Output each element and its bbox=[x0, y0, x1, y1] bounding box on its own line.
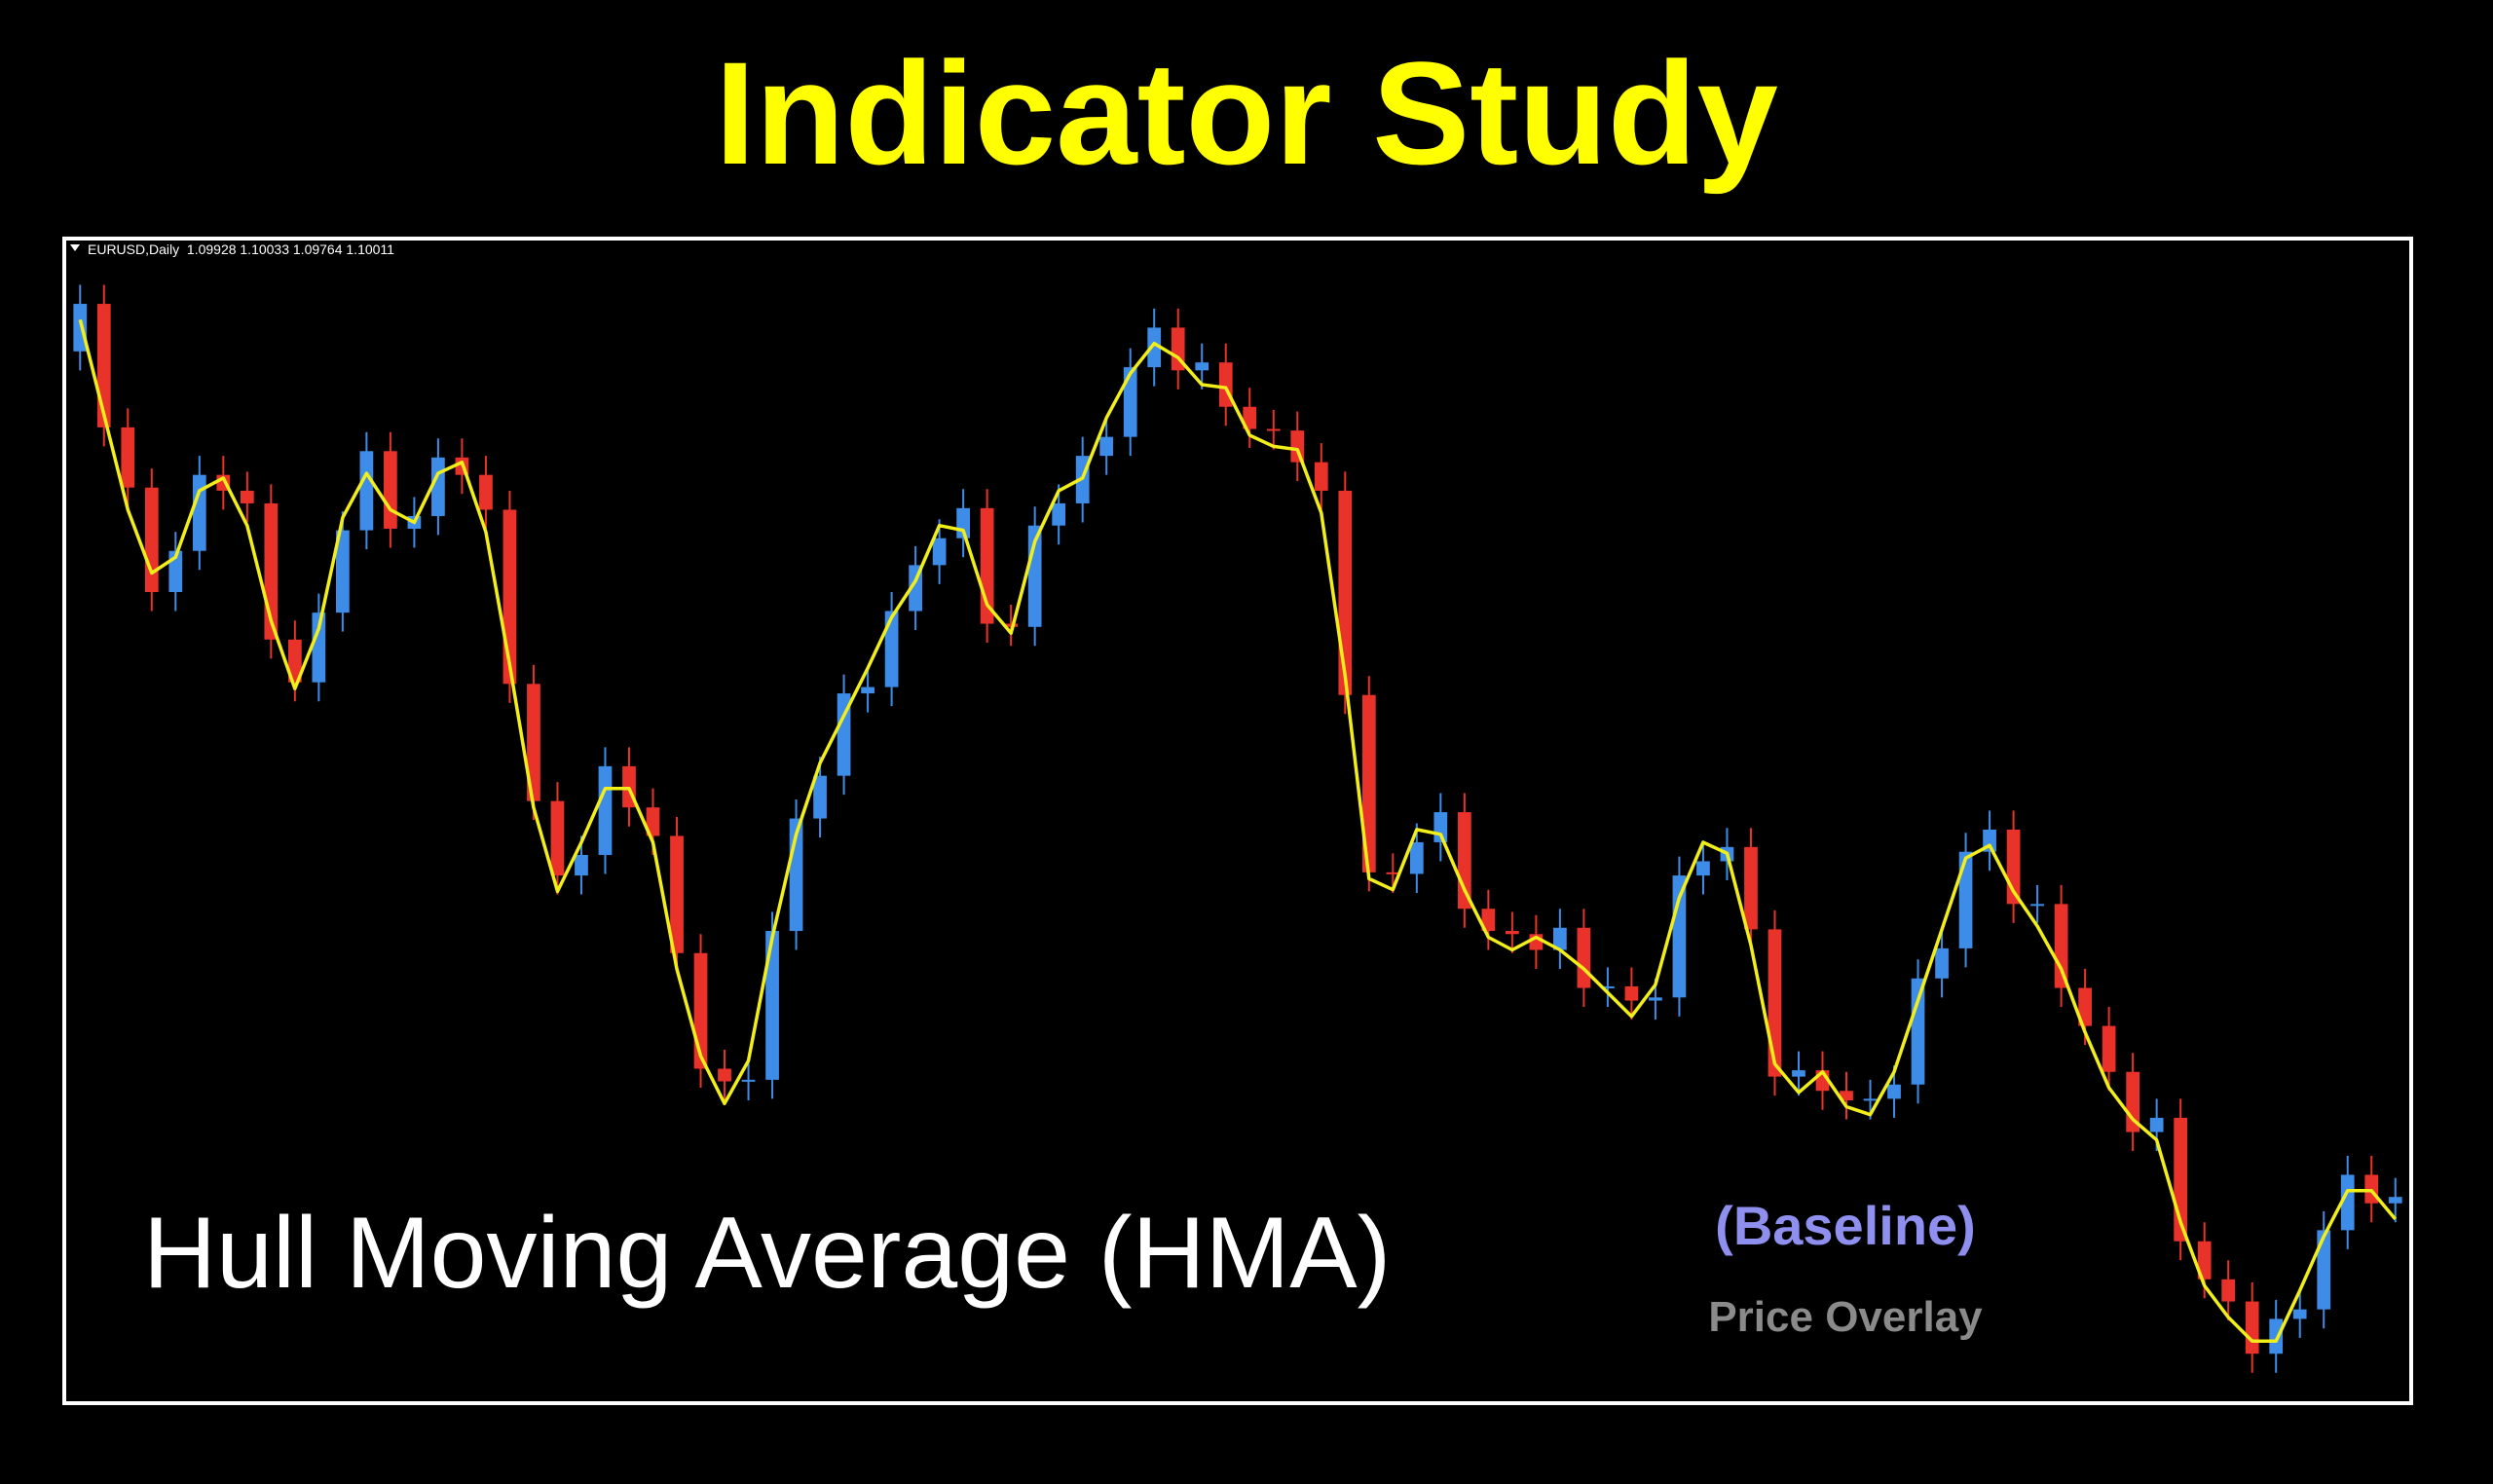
candle-body bbox=[718, 1068, 731, 1082]
candle-body bbox=[1792, 1070, 1805, 1077]
plot-frame bbox=[62, 237, 2413, 1405]
candle-body bbox=[1123, 367, 1137, 437]
candle-body bbox=[1863, 1098, 1878, 1101]
candle-body bbox=[2078, 987, 2092, 1026]
candle-body bbox=[1624, 985, 1639, 1001]
annotation-main: Hull Moving Average (HMA) bbox=[143, 1197, 1391, 1310]
candle-body bbox=[240, 490, 254, 503]
candle-body bbox=[1361, 694, 1376, 872]
annotation-baseline: (Baseline) bbox=[1715, 1195, 1976, 1256]
candle-body bbox=[1266, 428, 1281, 431]
candle-body bbox=[2317, 1230, 2331, 1310]
symbol-header: EURUSD,Daily 1.09928 1.10033 1.09764 1.1… bbox=[88, 241, 394, 257]
candle-body bbox=[2149, 1117, 2164, 1132]
candle-body bbox=[1314, 462, 1328, 491]
candle-body bbox=[575, 854, 588, 876]
candle-body bbox=[1577, 927, 1591, 988]
candle-body bbox=[336, 530, 350, 613]
candle-body bbox=[765, 931, 779, 1080]
candle-body bbox=[121, 427, 135, 488]
candle-body bbox=[1744, 846, 1758, 930]
candle-body bbox=[1147, 327, 1162, 368]
candle-body bbox=[2054, 904, 2068, 988]
candle-body bbox=[1958, 851, 1973, 948]
candle-body bbox=[1457, 812, 1471, 909]
menu-arrow bbox=[70, 244, 80, 251]
candle-body bbox=[1601, 985, 1615, 988]
candle-body bbox=[1481, 909, 1496, 932]
plot-area bbox=[73, 284, 2402, 1373]
hma-line bbox=[78, 318, 2398, 1343]
candle-body bbox=[1195, 362, 1209, 371]
candle-body bbox=[1911, 978, 1925, 1085]
candle-body bbox=[1052, 502, 1066, 526]
candle-body bbox=[1696, 861, 1710, 876]
annotation-overlay: Price Overlay bbox=[1708, 1293, 1983, 1341]
candle-body bbox=[384, 451, 397, 529]
candle-body bbox=[2388, 1197, 2402, 1204]
candle-body bbox=[359, 451, 374, 531]
candle-body bbox=[932, 538, 947, 566]
candle-body bbox=[1004, 623, 1019, 627]
candle-body bbox=[1553, 927, 1567, 950]
candle-body bbox=[1386, 872, 1400, 874]
candle-body bbox=[1887, 1084, 1901, 1099]
candle-body bbox=[2340, 1174, 2355, 1231]
candle-body bbox=[479, 474, 493, 510]
candle-body bbox=[837, 693, 851, 776]
candle-body bbox=[2102, 1025, 2116, 1072]
candle-body bbox=[884, 611, 899, 687]
candle-body bbox=[1409, 841, 1424, 874]
candle-body bbox=[2030, 904, 2044, 907]
candle-body bbox=[2292, 1309, 2307, 1319]
candle-body bbox=[144, 487, 159, 593]
candle-body bbox=[670, 835, 684, 953]
candle-body bbox=[192, 474, 206, 551]
candle-body bbox=[1506, 931, 1519, 935]
candle-body bbox=[1767, 929, 1782, 1077]
candle-body bbox=[1243, 406, 1257, 429]
candle-body bbox=[2197, 1241, 2212, 1280]
candle-body bbox=[1099, 436, 1114, 457]
candle-body bbox=[2221, 1279, 2236, 1302]
candle-body bbox=[2245, 1301, 2259, 1354]
candle-body bbox=[312, 612, 326, 683]
candle-body bbox=[813, 775, 827, 819]
candle-body bbox=[287, 639, 302, 683]
candle-body bbox=[646, 807, 660, 836]
candle-body bbox=[1840, 1091, 1853, 1101]
candle-body bbox=[527, 684, 540, 801]
chart-title: Indicator Study bbox=[715, 31, 1778, 195]
candle-body bbox=[1935, 947, 1949, 979]
candle-body bbox=[741, 1079, 756, 1082]
candle-body bbox=[1649, 997, 1662, 1001]
candle-body bbox=[550, 800, 565, 876]
candle-body bbox=[598, 765, 613, 855]
candle-body bbox=[861, 686, 874, 694]
candle-body bbox=[2269, 1318, 2284, 1354]
